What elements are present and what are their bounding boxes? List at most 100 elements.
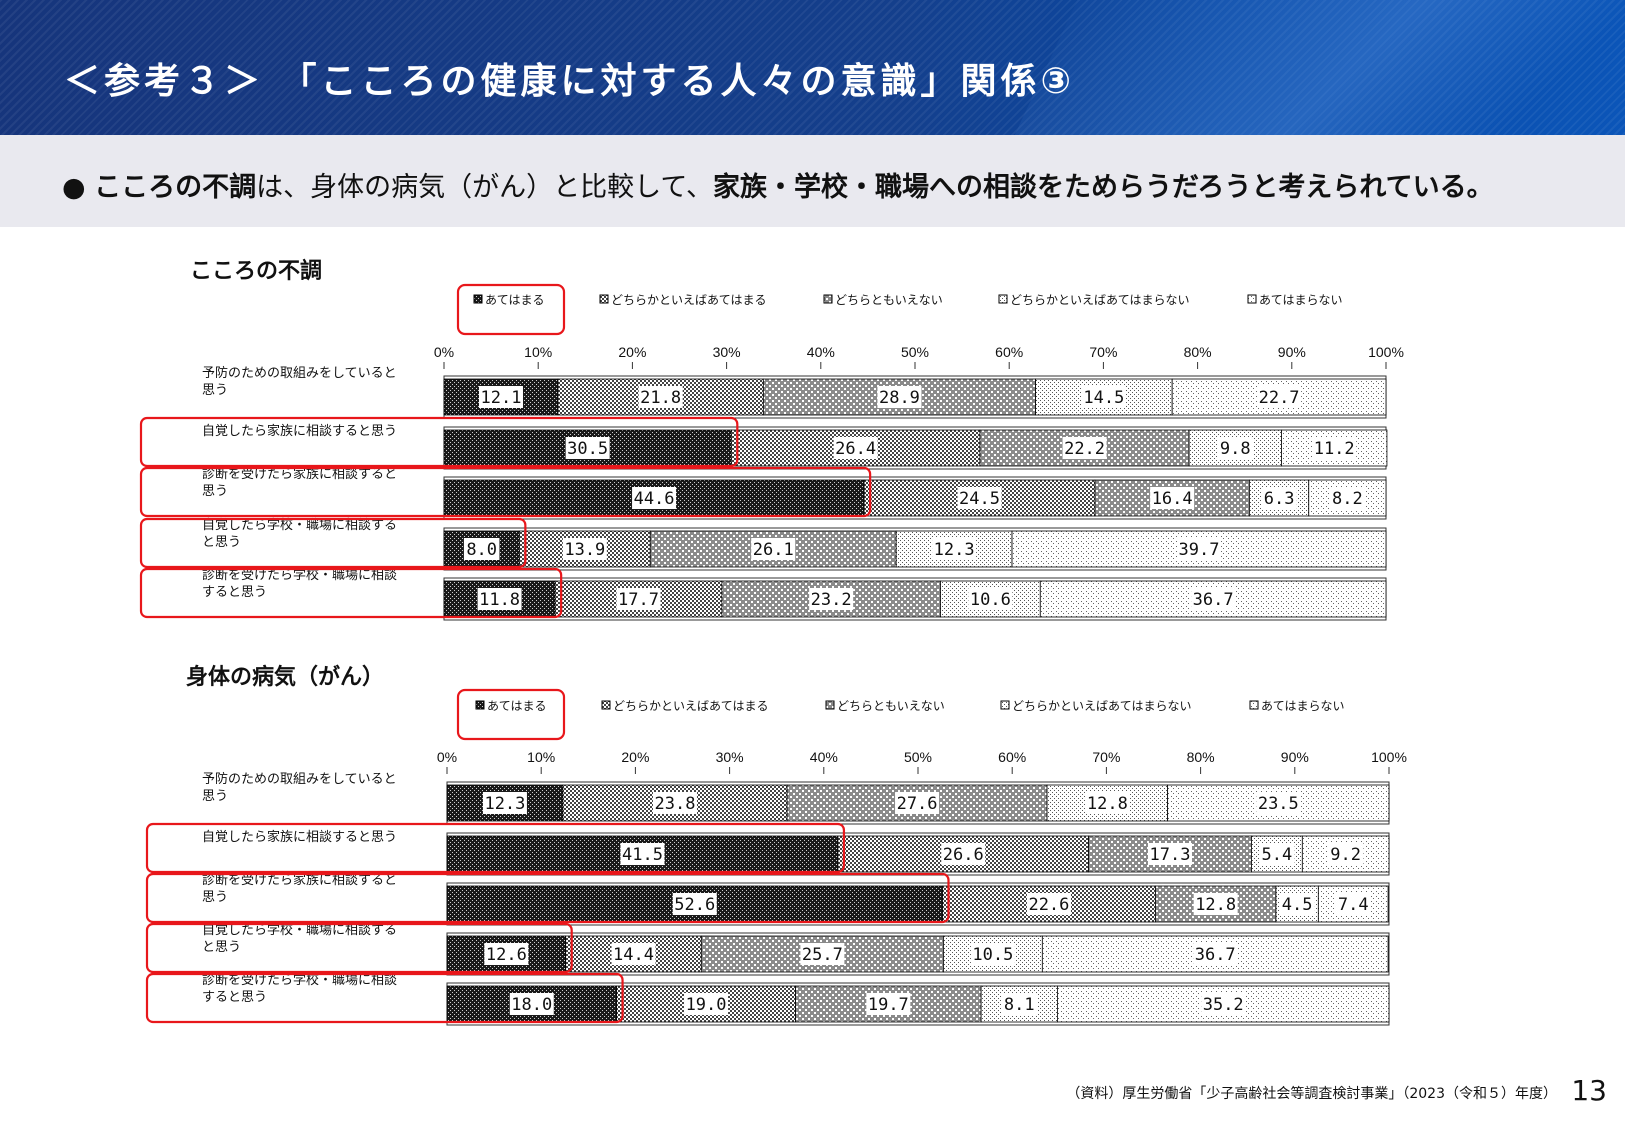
chart-1-title: こころの不調 bbox=[190, 259, 323, 284]
data-label-bg bbox=[877, 386, 922, 408]
data-label-bg bbox=[800, 943, 845, 965]
legend-swatch bbox=[1247, 294, 1257, 304]
data-label: 22.6 bbox=[1028, 895, 1069, 915]
data-label: 10.6 bbox=[970, 590, 1011, 610]
source-note: （資料）厚生労働省「少子高齢社会等調査検討事業」（2023（令和５）年度） bbox=[1066, 1086, 1557, 1102]
data-label-bg bbox=[809, 588, 854, 610]
legend-swatch bbox=[1000, 700, 1010, 710]
data-label: 8.0 bbox=[466, 540, 497, 560]
category-label: 診断を受けたら家族に相談すると bbox=[202, 466, 397, 482]
header-stripe-pattern bbox=[0, 0, 1625, 135]
x-tick-label: 0% bbox=[434, 344, 454, 360]
data-label: 26.4 bbox=[835, 439, 876, 459]
chart-kokoro: 0% 10% 20% 30% 40% 50% 60% 70% 80% 90% 100% あてはまる どち… bbox=[139, 283, 1404, 621]
category-label: 思う bbox=[202, 383, 228, 398]
x-tick-label: 90% bbox=[1281, 749, 1309, 765]
highlight-box bbox=[145, 822, 846, 874]
data-label-bg bbox=[509, 993, 554, 1015]
data-label-bg bbox=[1279, 893, 1315, 915]
highlight-box bbox=[139, 416, 739, 468]
legend-swatch bbox=[1249, 700, 1259, 710]
data-label: 22.7 bbox=[1259, 388, 1300, 408]
legend-highlight-box bbox=[456, 283, 566, 336]
x-tick-label: 70% bbox=[1092, 749, 1120, 765]
x-tick-label: 70% bbox=[1089, 344, 1117, 360]
data-label: 5.4 bbox=[1262, 845, 1293, 865]
data-label: 10.5 bbox=[972, 945, 1013, 965]
data-label-bg bbox=[484, 943, 529, 965]
highlight-box bbox=[145, 922, 573, 974]
data-label-bg bbox=[968, 588, 1013, 610]
data-label: 17.3 bbox=[1150, 845, 1191, 865]
data-label: 44.6 bbox=[634, 489, 675, 509]
category-label: 予防のための取組みをしていると bbox=[202, 365, 397, 381]
data-label-bg bbox=[1062, 437, 1107, 459]
data-label-bg bbox=[932, 538, 977, 560]
legend-label: どちらともいえない bbox=[835, 293, 943, 307]
legend-label: どちらかといえばあてはまる bbox=[613, 699, 769, 713]
x-tick-label: 100% bbox=[1371, 749, 1407, 765]
page-title: ＜参考３＞ 「こころの健康に対する人々の意識」関係③ bbox=[64, 61, 1076, 102]
bar-segment bbox=[863, 479, 1096, 517]
category-label: 思う bbox=[202, 484, 228, 499]
data-label: 12.1 bbox=[481, 388, 522, 408]
legend-label: どちらかといえばあてはまる bbox=[611, 293, 767, 307]
highlight-box bbox=[139, 466, 872, 518]
category-label: と思う bbox=[202, 535, 241, 550]
x-tick-label: 80% bbox=[1187, 749, 1215, 765]
data-label: 19.0 bbox=[686, 995, 727, 1015]
category-label: 自覚したら学校・職場に相談する bbox=[202, 922, 397, 938]
category-label: 思う bbox=[202, 890, 228, 905]
data-label: 36.7 bbox=[1195, 945, 1236, 965]
highlight-box bbox=[139, 517, 527, 569]
legend-swatch bbox=[599, 294, 609, 304]
data-label-bg bbox=[1085, 792, 1130, 814]
category-label: 自覚したら家族に相談すると思う bbox=[202, 829, 397, 845]
data-label: 6.3 bbox=[1264, 489, 1295, 509]
data-label: 18.0 bbox=[511, 995, 552, 1015]
data-label-bg bbox=[1335, 893, 1371, 915]
data-label: 16.4 bbox=[1152, 489, 1193, 509]
legend-swatch bbox=[475, 700, 485, 710]
x-tick-label: 20% bbox=[621, 749, 649, 765]
x-tick-label: 90% bbox=[1278, 344, 1306, 360]
data-label-bg bbox=[895, 792, 940, 814]
x-tick-label: 80% bbox=[1184, 344, 1212, 360]
highlight-box bbox=[145, 972, 624, 1024]
category-label: 自覚したら家族に相談すると思う bbox=[202, 423, 397, 439]
data-label-bg bbox=[1261, 487, 1297, 509]
data-label-bg bbox=[957, 487, 1002, 509]
data-label: 28.9 bbox=[879, 388, 920, 408]
x-tick-label: 30% bbox=[713, 344, 741, 360]
highlight-box bbox=[139, 567, 563, 619]
legend-swatch bbox=[998, 294, 1008, 304]
data-label: 8.1 bbox=[1004, 995, 1035, 1015]
data-label-bg bbox=[833, 437, 878, 459]
data-label: 13.9 bbox=[564, 540, 605, 560]
category-label: 思う bbox=[202, 789, 228, 804]
data-label: 19.7 bbox=[868, 995, 909, 1015]
data-label-bg bbox=[638, 386, 683, 408]
legend-label: あてはまる bbox=[485, 293, 545, 307]
data-label-bg bbox=[478, 386, 523, 408]
subtitle-bullet: ● bbox=[62, 172, 86, 203]
subtitle: ● こころの不調は、身体の病気（がん）と比較して、家族・学校・職場への相談をため… bbox=[62, 165, 1494, 204]
data-label: 30.5 bbox=[567, 439, 608, 459]
data-label-bg bbox=[611, 943, 656, 965]
chart-cancer: 0% 10% 20% 30% 40% 50% 60% 70% 80% 90% 100% あてはまる どち… bbox=[145, 688, 1407, 1026]
legend-highlight-box bbox=[456, 688, 566, 741]
category-label: 診断を受けたら学校・職場に相談 bbox=[202, 972, 397, 988]
data-label-bg bbox=[970, 943, 1015, 965]
data-label-bg bbox=[1026, 893, 1071, 915]
data-label: 8.2 bbox=[1332, 489, 1363, 509]
data-label: 23.5 bbox=[1258, 794, 1299, 814]
data-label-bg bbox=[1327, 843, 1364, 865]
subtitle-band bbox=[0, 135, 1625, 227]
data-label-bg bbox=[482, 792, 527, 814]
data-label-bg bbox=[1193, 893, 1238, 915]
data-label: 14.4 bbox=[613, 945, 654, 965]
data-label: 23.2 bbox=[811, 590, 852, 610]
data-label-bg bbox=[1147, 843, 1192, 865]
subtitle-part-2: は、身体の病気（がん）と比較して、 bbox=[256, 172, 713, 203]
data-label: 36.7 bbox=[1193, 590, 1234, 610]
